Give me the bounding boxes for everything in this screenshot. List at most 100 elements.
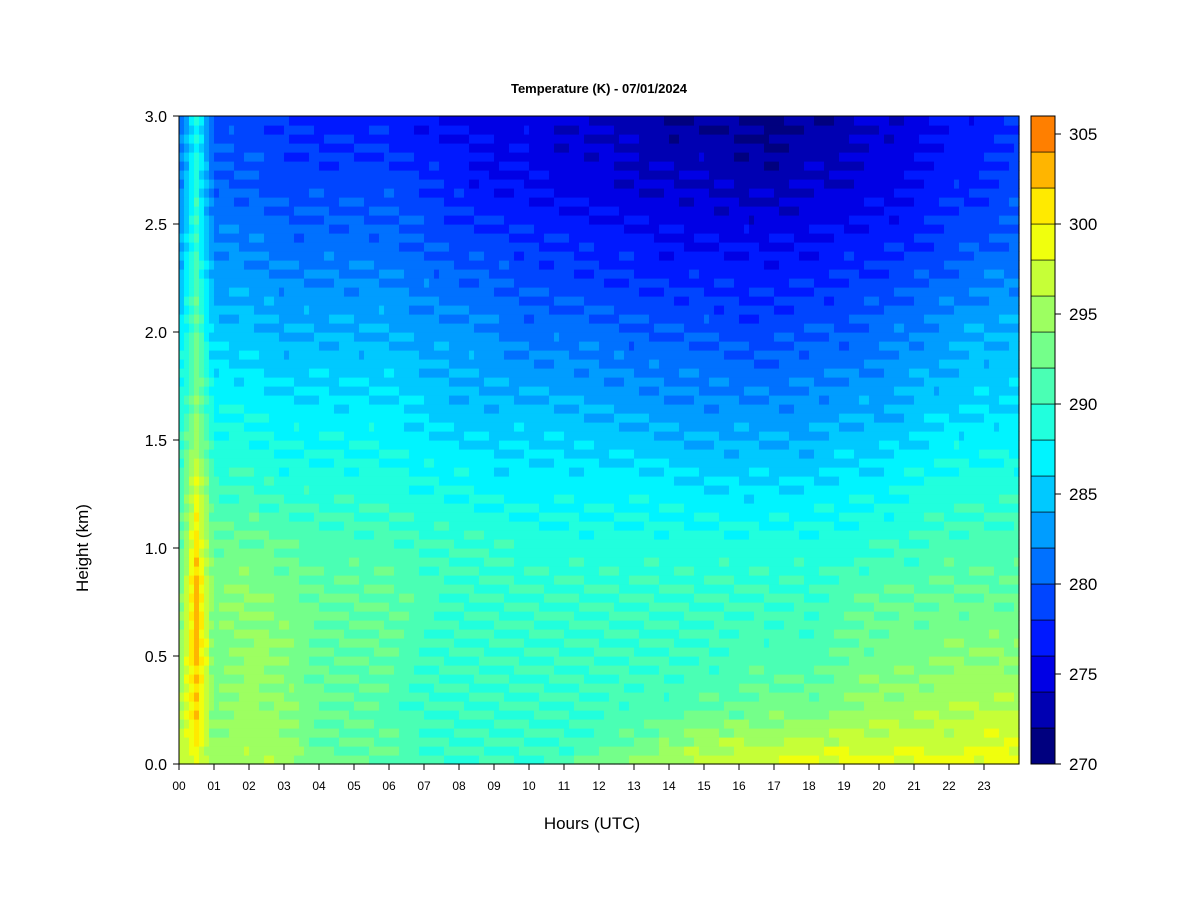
heatmap-cell xyxy=(239,287,245,297)
heatmap-cell xyxy=(349,602,355,612)
heatmap-cell xyxy=(434,620,440,630)
heatmap-cell xyxy=(434,116,440,126)
heatmap-cell xyxy=(339,251,345,261)
heatmap-cell xyxy=(524,710,530,720)
heatmap-cell xyxy=(434,287,440,297)
heatmap-cell xyxy=(494,629,500,639)
heatmap-cell xyxy=(339,458,345,468)
heatmap-cell xyxy=(349,530,355,540)
heatmap-cell xyxy=(504,368,510,378)
heatmap-cell xyxy=(269,197,275,207)
heatmap-cell xyxy=(204,440,210,450)
heatmap-cell xyxy=(204,161,210,171)
heatmap-cell xyxy=(309,332,315,342)
heatmap-cell xyxy=(434,647,440,657)
heatmap-cell xyxy=(379,161,385,171)
heatmap-cell xyxy=(319,170,325,180)
heatmap-cell xyxy=(279,485,285,495)
heatmap-cell xyxy=(479,476,485,486)
heatmap-cell xyxy=(279,323,285,333)
heatmap-cell xyxy=(324,710,330,720)
heatmap-cell xyxy=(444,521,450,531)
heatmap-cell xyxy=(244,566,250,576)
heatmap-cell xyxy=(369,134,375,144)
heatmap-cell xyxy=(214,206,220,216)
heatmap-cell xyxy=(214,692,220,702)
heatmap-cell xyxy=(514,296,520,306)
heatmap-cell xyxy=(419,296,425,306)
heatmap-cell xyxy=(334,674,340,684)
heatmap-cell xyxy=(239,386,245,396)
heatmap-cell xyxy=(409,359,415,369)
heatmap-cell xyxy=(344,152,350,162)
heatmap-cell xyxy=(319,719,325,729)
heatmap-cell xyxy=(234,251,240,261)
heatmap-cell xyxy=(254,512,260,522)
heatmap-cell xyxy=(439,305,445,315)
heatmap-cell xyxy=(479,305,485,315)
heatmap-cell xyxy=(444,575,450,585)
heatmap-cell xyxy=(424,656,430,666)
heatmap-cell xyxy=(384,278,390,288)
heatmap-cell xyxy=(334,692,340,702)
heatmap-cell xyxy=(294,746,300,756)
heatmap-cell xyxy=(284,152,290,162)
heatmap-cell xyxy=(384,413,390,423)
heatmap-cell xyxy=(254,611,260,621)
heatmap-cell xyxy=(229,476,235,486)
heatmap-cell xyxy=(494,521,500,531)
heatmap-cell xyxy=(369,728,375,738)
heatmap-cell xyxy=(514,656,520,666)
heatmap-cell xyxy=(189,233,195,243)
heatmap-cell xyxy=(274,260,280,270)
heatmap-cell xyxy=(239,350,245,360)
heatmap-cell xyxy=(259,575,265,585)
heatmap-cell xyxy=(449,458,455,468)
heatmap-cell xyxy=(229,575,235,585)
heatmap-cell xyxy=(489,368,495,378)
heatmap-cell xyxy=(344,746,350,756)
heatmap-cell xyxy=(514,197,520,207)
heatmap-cell xyxy=(374,260,380,270)
heatmap-cell xyxy=(299,305,305,315)
heatmap-cell xyxy=(339,260,345,270)
heatmap-cell xyxy=(274,197,280,207)
heatmap-cell xyxy=(239,332,245,342)
heatmap-cell xyxy=(234,458,240,468)
heatmap-cell xyxy=(314,566,320,576)
heatmap-cell xyxy=(514,332,520,342)
heatmap-cell xyxy=(429,161,435,171)
heatmap-cell xyxy=(209,530,215,540)
heatmap-cell xyxy=(194,341,200,351)
heatmap-cell xyxy=(499,206,505,216)
heatmap-cell xyxy=(374,584,380,594)
heatmap-cell xyxy=(504,521,510,531)
heatmap-cell xyxy=(359,305,365,315)
heatmap-cell xyxy=(524,647,530,657)
heatmap-cell xyxy=(399,368,405,378)
heatmap-cell xyxy=(424,224,430,234)
heatmap-cell xyxy=(509,404,515,414)
heatmap-cell xyxy=(259,116,265,126)
heatmap-cell xyxy=(274,656,280,666)
heatmap-cell xyxy=(299,197,305,207)
heatmap-cell xyxy=(429,683,435,693)
heatmap-cell xyxy=(429,557,435,567)
heatmap-cell xyxy=(409,206,415,216)
heatmap-cell xyxy=(419,575,425,585)
heatmap-cell xyxy=(329,692,335,702)
heatmap-cell xyxy=(219,134,225,144)
heatmap-cell xyxy=(359,431,365,441)
heatmap-cell xyxy=(444,746,450,756)
heatmap-cell xyxy=(424,719,430,729)
heatmap-cell xyxy=(264,233,270,243)
heatmap-cell xyxy=(469,359,475,369)
heatmap-cell xyxy=(309,638,315,648)
heatmap-cell xyxy=(509,449,515,459)
heatmap-cell xyxy=(524,494,530,504)
heatmap-cell xyxy=(474,323,480,333)
heatmap-cell xyxy=(384,683,390,693)
heatmap-cell xyxy=(444,647,450,657)
heatmap-cell xyxy=(489,548,495,558)
heatmap-cell xyxy=(314,665,320,675)
